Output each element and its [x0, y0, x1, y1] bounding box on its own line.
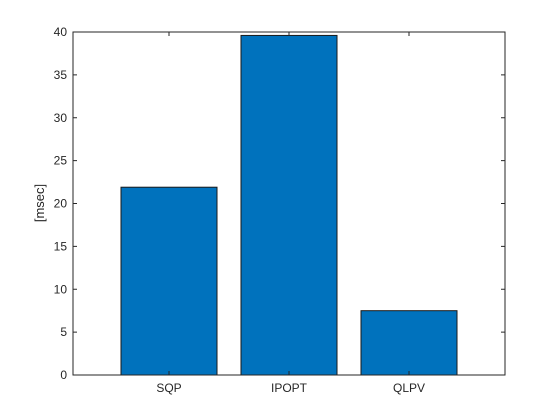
axes-frame [72, 31, 506, 376]
bar-sqp [120, 186, 218, 376]
y-tick-label: 15 [54, 239, 68, 253]
y-tick-label: 35 [54, 68, 68, 82]
y-tick-label: 5 [60, 325, 67, 339]
y-tick-label: 30 [54, 111, 68, 125]
bar-qlpv [360, 310, 458, 376]
x-tick-label-ipopt: IPOPT [271, 381, 308, 395]
y-tick-label: 10 [54, 282, 68, 296]
x-tick-label-qlpv: QLPV [393, 381, 425, 395]
y-tick-label: 0 [60, 368, 67, 382]
bars-group [120, 34, 458, 376]
y-axis-ticks: 0 5 10 15 20 25 30 35 40 [54, 25, 505, 382]
y-tick-label: 20 [54, 197, 68, 211]
y-tick-label: 40 [54, 25, 68, 39]
y-tick-label: 25 [54, 154, 68, 168]
bar-ipopt [240, 34, 338, 376]
y-axis-label: [msec] [32, 184, 47, 222]
x-axis-ticks: SQP IPOPT QLPV [156, 32, 425, 395]
axes-box [72, 31, 506, 376]
x-tick-label-sqp: SQP [156, 381, 181, 395]
